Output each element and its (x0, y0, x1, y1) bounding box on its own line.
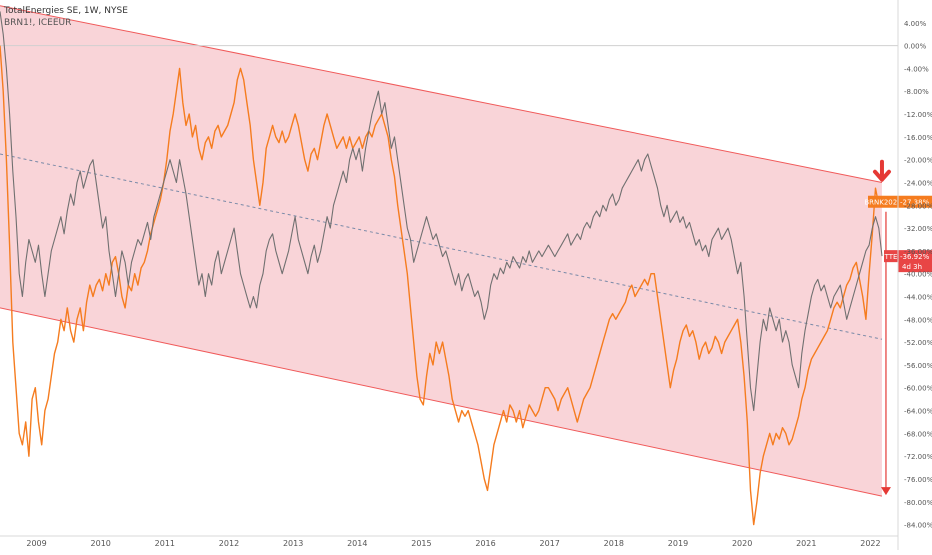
price-value-label: -36.92% (900, 253, 930, 261)
price-label-box (898, 195, 932, 208)
x-tick-label: 2018 (604, 539, 624, 548)
y-tick-label: -80.00% (904, 499, 932, 507)
x-tick-label: 2015 (411, 539, 431, 548)
x-tick-label: 2021 (796, 539, 816, 548)
y-tick-label: -76.00% (904, 476, 932, 484)
x-tick-label: 2020 (732, 539, 752, 548)
price-label-box (898, 250, 932, 273)
price-label-tag (868, 195, 898, 208)
x-tick-label: 2022 (860, 539, 880, 548)
y-tick-label: -64.00% (904, 408, 932, 416)
y-tick-label: -52.00% (904, 339, 932, 347)
channel-upper-line (0, 5, 883, 183)
legend-series-brent: BRN1!, ICEEUR (4, 18, 72, 28)
y-tick-label: -48.00% (904, 316, 932, 324)
x-tick-label: 2012 (219, 539, 239, 548)
price-label-tag (884, 250, 898, 263)
y-tick-label: -16.00% (904, 134, 932, 142)
y-tick-label: -72.00% (904, 453, 932, 461)
y-tick-label: 4.00% (904, 20, 927, 28)
y-tick-label: -44.00% (904, 294, 932, 302)
y-tick-label: 0.00% (904, 43, 927, 51)
y-tick-label: -32.00% (904, 225, 932, 233)
y-tick-label: -8.00% (904, 88, 929, 96)
projection-arrow-head (880, 487, 891, 496)
legend: TotalEnergies SE, 1W, NYSE BRN1!, ICEEUR (4, 5, 128, 29)
price-label-brent: BRNK2022-27.38% (864, 195, 932, 208)
y-tick-label: -24.00% (904, 179, 932, 187)
series-name-label: BRNK2022 (864, 199, 901, 207)
series-line-tte (0, 11, 883, 412)
y-tick-label: -4.00% (904, 65, 929, 73)
x-tick-label: 2019 (668, 539, 688, 548)
y-tick-label: -56.00% (904, 362, 932, 370)
y-tick-label: -20.00% (904, 157, 932, 165)
series-group (0, 11, 883, 526)
series-name-label: TTE (884, 253, 898, 261)
x-tick-label: 2013 (283, 539, 303, 548)
price-value-label: -27.38% (900, 199, 930, 207)
channel-midline (0, 153, 883, 340)
y-tick-label: -40.00% (904, 271, 932, 279)
y-tick-label: -36.00% (904, 248, 932, 256)
x-tick-label: 2014 (347, 539, 367, 548)
y-tick-label: -60.00% (904, 385, 932, 393)
y-tick-label: -28.00% (904, 202, 932, 210)
y-tick-label: -12.00% (904, 111, 932, 119)
x-tick-label: 2016 (475, 539, 495, 548)
annotation-group: BRNK2022-27.38% TTE -36.92% 4d 3h (864, 159, 932, 496)
x-tick-label: 2017 (540, 539, 560, 548)
price-countdown-label: 4d 3h (902, 263, 922, 271)
y-tick-label: -84.00% (904, 522, 932, 530)
legend-series-tte: TotalEnergies SE, 1W, NYSE (4, 6, 128, 16)
x-tick-label: 2009 (26, 539, 46, 548)
channel-lower-line (0, 307, 883, 497)
x-tick-label: 2010 (91, 539, 111, 548)
y-tick-label: -68.00% (904, 430, 932, 438)
price-label-tte: TTE -36.92% 4d 3h (884, 250, 932, 273)
series-line-brent (0, 45, 883, 526)
x-tick-label: 2011 (155, 539, 175, 548)
